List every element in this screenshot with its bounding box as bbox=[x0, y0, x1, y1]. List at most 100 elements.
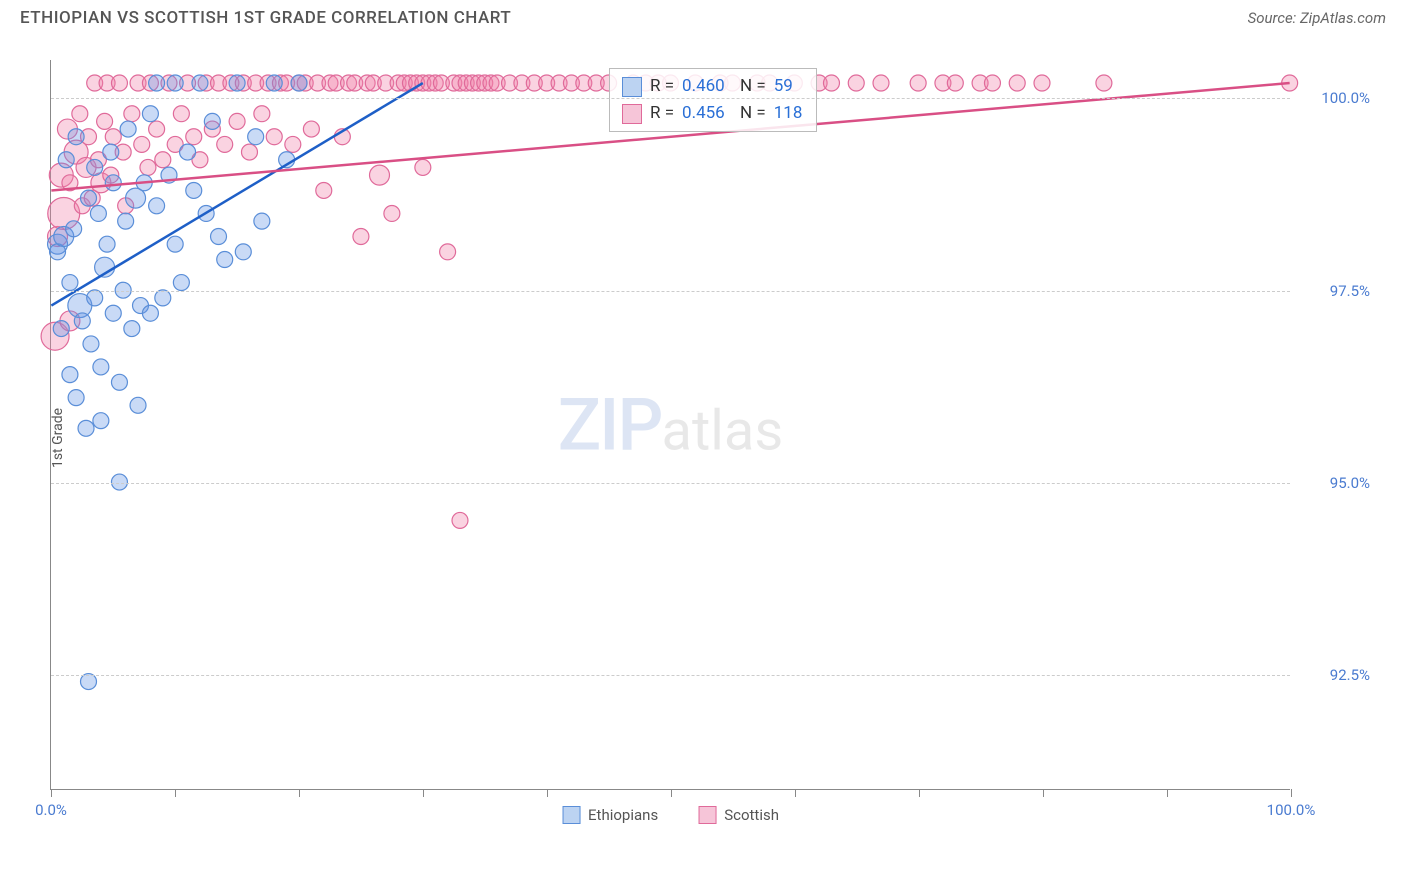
x-tick bbox=[1291, 789, 1292, 797]
x-tick bbox=[1167, 789, 1168, 797]
x-tick bbox=[795, 789, 796, 797]
stat-n-label: N = bbox=[740, 73, 766, 100]
y-tick-label: 97.5% bbox=[1300, 282, 1370, 300]
scatter-point bbox=[217, 136, 233, 152]
scatter-point bbox=[87, 159, 103, 175]
scatter-point bbox=[62, 367, 78, 383]
scatter-point bbox=[72, 106, 88, 122]
scatter-point bbox=[1096, 75, 1112, 91]
scatter-point bbox=[134, 136, 150, 152]
scatter-point bbox=[87, 290, 103, 306]
scatter-point bbox=[124, 106, 140, 122]
header: ETHIOPIAN VS SCOTTISH 1ST GRADE CORRELAT… bbox=[0, 0, 1406, 32]
legend-item: Scottish bbox=[698, 806, 779, 824]
scatter-point bbox=[155, 152, 171, 168]
scatter-point bbox=[167, 236, 183, 252]
bottom-legend: Ethiopians Scottish bbox=[562, 806, 779, 824]
stat-n-label: N = bbox=[740, 100, 766, 127]
legend-label: Scottish bbox=[724, 806, 779, 824]
scatter-point bbox=[353, 229, 369, 245]
scatter-point bbox=[254, 213, 270, 229]
scatter-point bbox=[316, 182, 332, 198]
scatter-point bbox=[229, 75, 245, 91]
scatter-point bbox=[155, 290, 171, 306]
x-tick-label: 0.0% bbox=[35, 801, 67, 819]
scatter-point bbox=[415, 159, 431, 175]
x-tick bbox=[1043, 789, 1044, 797]
scatter-point bbox=[81, 674, 97, 690]
scatter-point bbox=[97, 113, 113, 129]
x-tick bbox=[547, 789, 548, 797]
plot-area: ZIPatlas R = 0.460 N = 59 R = 0.456 N = … bbox=[50, 60, 1290, 790]
scatter-point bbox=[167, 75, 183, 91]
stats-row: R = 0.460 N = 59 bbox=[622, 73, 804, 100]
scatter-point bbox=[105, 175, 121, 191]
scatter-point bbox=[291, 75, 307, 91]
scatter-point bbox=[229, 113, 245, 129]
scatter-point bbox=[285, 136, 301, 152]
gridline bbox=[51, 675, 1290, 676]
stat-n-value: 118 bbox=[774, 100, 804, 127]
scatter-point bbox=[186, 182, 202, 198]
chart-title: ETHIOPIAN VS SCOTTISH 1ST GRADE CORRELAT… bbox=[20, 8, 511, 28]
stats-legend-box: R = 0.460 N = 59 R = 0.456 N = 118 bbox=[609, 68, 817, 132]
scatter-point bbox=[173, 275, 189, 291]
legend-item: Ethiopians bbox=[562, 806, 658, 824]
scatter-point bbox=[66, 221, 82, 237]
stat-n-value: 59 bbox=[774, 73, 804, 100]
scatter-point bbox=[149, 198, 165, 214]
stat-r-value: 0.456 bbox=[682, 100, 732, 127]
scatter-point bbox=[53, 321, 69, 337]
scatter-point bbox=[186, 129, 202, 145]
x-tick bbox=[299, 789, 300, 797]
scatter-point bbox=[873, 75, 889, 91]
scatter-point bbox=[90, 205, 106, 221]
scatter-point bbox=[823, 75, 839, 91]
legend-swatch bbox=[562, 806, 580, 824]
scatter-point bbox=[130, 397, 146, 413]
y-tick-label: 95.0% bbox=[1300, 474, 1370, 492]
scatter-point bbox=[217, 252, 233, 268]
chart-container: 1st Grade ZIPatlas R = 0.460 N = 59 R = … bbox=[50, 60, 1380, 800]
y-tick-label: 100.0% bbox=[1300, 89, 1370, 107]
scatter-point bbox=[74, 313, 90, 329]
stats-swatch bbox=[622, 104, 642, 124]
scatter-point bbox=[303, 121, 319, 137]
gridline bbox=[51, 483, 1290, 484]
scatter-point bbox=[142, 305, 158, 321]
x-tick bbox=[919, 789, 920, 797]
scatter-point bbox=[83, 336, 99, 352]
stats-swatch bbox=[622, 77, 642, 97]
gridline bbox=[51, 98, 1290, 99]
stat-r-value: 0.460 bbox=[682, 73, 732, 100]
scatter-point bbox=[235, 244, 251, 260]
stats-row: R = 0.456 N = 118 bbox=[622, 100, 804, 127]
scatter-point bbox=[204, 113, 220, 129]
scatter-point bbox=[68, 390, 84, 406]
stat-r-label: R = bbox=[650, 73, 674, 100]
scatter-point bbox=[120, 121, 136, 137]
scatter-point bbox=[248, 129, 264, 145]
scatter-point bbox=[68, 129, 84, 145]
scatter-point bbox=[452, 512, 468, 528]
scatter-point bbox=[105, 305, 121, 321]
scatter-point bbox=[93, 413, 109, 429]
scatter-point bbox=[211, 229, 227, 245]
scatter-point bbox=[266, 75, 282, 91]
scatter-point bbox=[149, 75, 165, 91]
scatter-point bbox=[192, 75, 208, 91]
scatter-point bbox=[62, 275, 78, 291]
scatter-point bbox=[440, 244, 456, 260]
scatter-point bbox=[1034, 75, 1050, 91]
scatter-point bbox=[140, 159, 156, 175]
scatter-point bbox=[370, 165, 390, 185]
scatter-point bbox=[103, 144, 119, 160]
scatter-point bbox=[384, 205, 400, 221]
scatter-point bbox=[149, 121, 165, 137]
scatter-point bbox=[58, 152, 74, 168]
scatter-point bbox=[1009, 75, 1025, 91]
x-tick bbox=[671, 789, 672, 797]
scatter-point bbox=[111, 75, 127, 91]
scatter-point bbox=[99, 236, 115, 252]
scatter-point bbox=[173, 106, 189, 122]
